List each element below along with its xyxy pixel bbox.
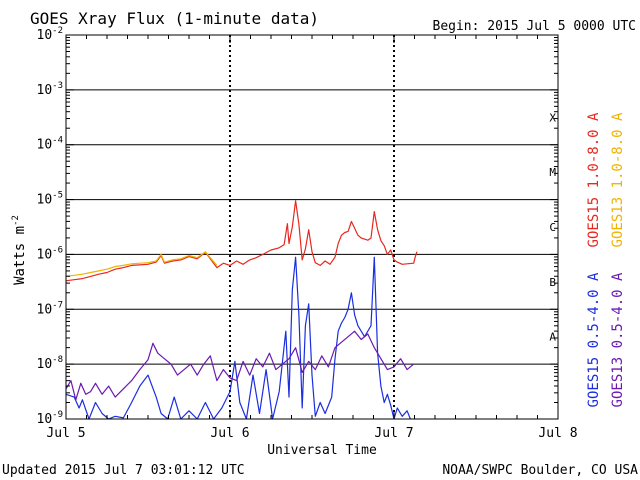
chart-title: GOES Xray Flux (1-minute data) <box>30 9 319 28</box>
y-tick-exponent: -6 <box>52 245 63 255</box>
y-axis-label-main: Watts m <box>12 226 28 285</box>
series-goes13-short <box>65 330 415 401</box>
y-tick-exponent: -4 <box>52 136 63 146</box>
legend-series-goes13-long: GOES13 1.0-8.0 A <box>610 112 626 247</box>
y-tick-label-1e-5: 10-5 <box>37 191 64 208</box>
y-tick-label-1e-2: 10-2 <box>37 26 64 43</box>
series-goes15-short <box>65 256 411 420</box>
y-tick-base: 10 <box>37 138 53 153</box>
flare-class-b: B <box>549 276 556 289</box>
grid-lines <box>66 35 558 419</box>
y-tick-base: 10 <box>37 302 53 317</box>
x-axis-label: Universal Time <box>267 443 377 458</box>
x-tick-label-day0: Jul 5 <box>46 426 85 441</box>
flare-class-c: C <box>549 221 556 234</box>
updated-timestamp: Updated 2015 Jul 7 03:01:12 UTC <box>2 463 245 478</box>
y-tick-label-1e-7: 10-7 <box>37 300 64 317</box>
y-tick-base: 10 <box>37 412 53 427</box>
series-goes13-long <box>65 251 218 277</box>
y-tick-base: 10 <box>37 28 53 43</box>
y-tick-exponent: -2 <box>52 26 63 36</box>
y-tick-exponent: -9 <box>52 410 63 420</box>
legend-series-goes15-long: GOES15 1.0-8.0 A <box>586 112 602 247</box>
y-tick-exponent: -3 <box>52 81 63 91</box>
series-lines <box>65 200 418 420</box>
y-axis-label: Watts m-2 <box>11 215 28 285</box>
flare-class-a: A <box>549 331 556 344</box>
y-tick-base: 10 <box>37 193 53 208</box>
y-tick-base: 10 <box>37 83 53 98</box>
legend: GOES15 1.0-8.0 A GOES13 1.0-8.0 A GOES15 0… <box>586 112 626 407</box>
x-tick-label-day3: Jul 8 <box>538 426 577 441</box>
y-axis-label-sup: -2 <box>11 215 21 226</box>
x-tick-label-day1: Jul 6 <box>210 426 249 441</box>
y-tick-base: 10 <box>37 357 53 372</box>
legend-series-goes13-short: GOES13 0.5-4.0 A <box>610 272 626 407</box>
credit-text: NOAA/SWPC Boulder, CO USA <box>442 463 638 478</box>
y-tick-exponent: -8 <box>52 355 63 365</box>
x-tick-label-day2: Jul 7 <box>374 426 413 441</box>
y-tick-label-1e-8: 10-8 <box>37 355 64 372</box>
y-tick-label-1e-4: 10-4 <box>37 136 64 153</box>
y-tick-label-1e-9: 10-9 <box>37 410 64 427</box>
y-tick-base: 10 <box>37 247 53 262</box>
flare-class-m: M <box>549 166 556 179</box>
y-tick-label-1e-3: 10-3 <box>37 81 64 98</box>
legend-series-goes15-short: GOES15 0.5-4.0 A <box>586 272 602 407</box>
begin-label: Begin: 2015 Jul 5 0000 UTC <box>433 19 637 34</box>
series-goes15-long <box>65 200 418 282</box>
y-tick-exponent: -7 <box>52 300 63 310</box>
y-tick-label-1e-6: 10-6 <box>37 245 64 262</box>
plot-frame <box>65 34 559 420</box>
y-tick-exponent: -5 <box>52 191 63 201</box>
flare-class-x: X <box>549 111 556 124</box>
